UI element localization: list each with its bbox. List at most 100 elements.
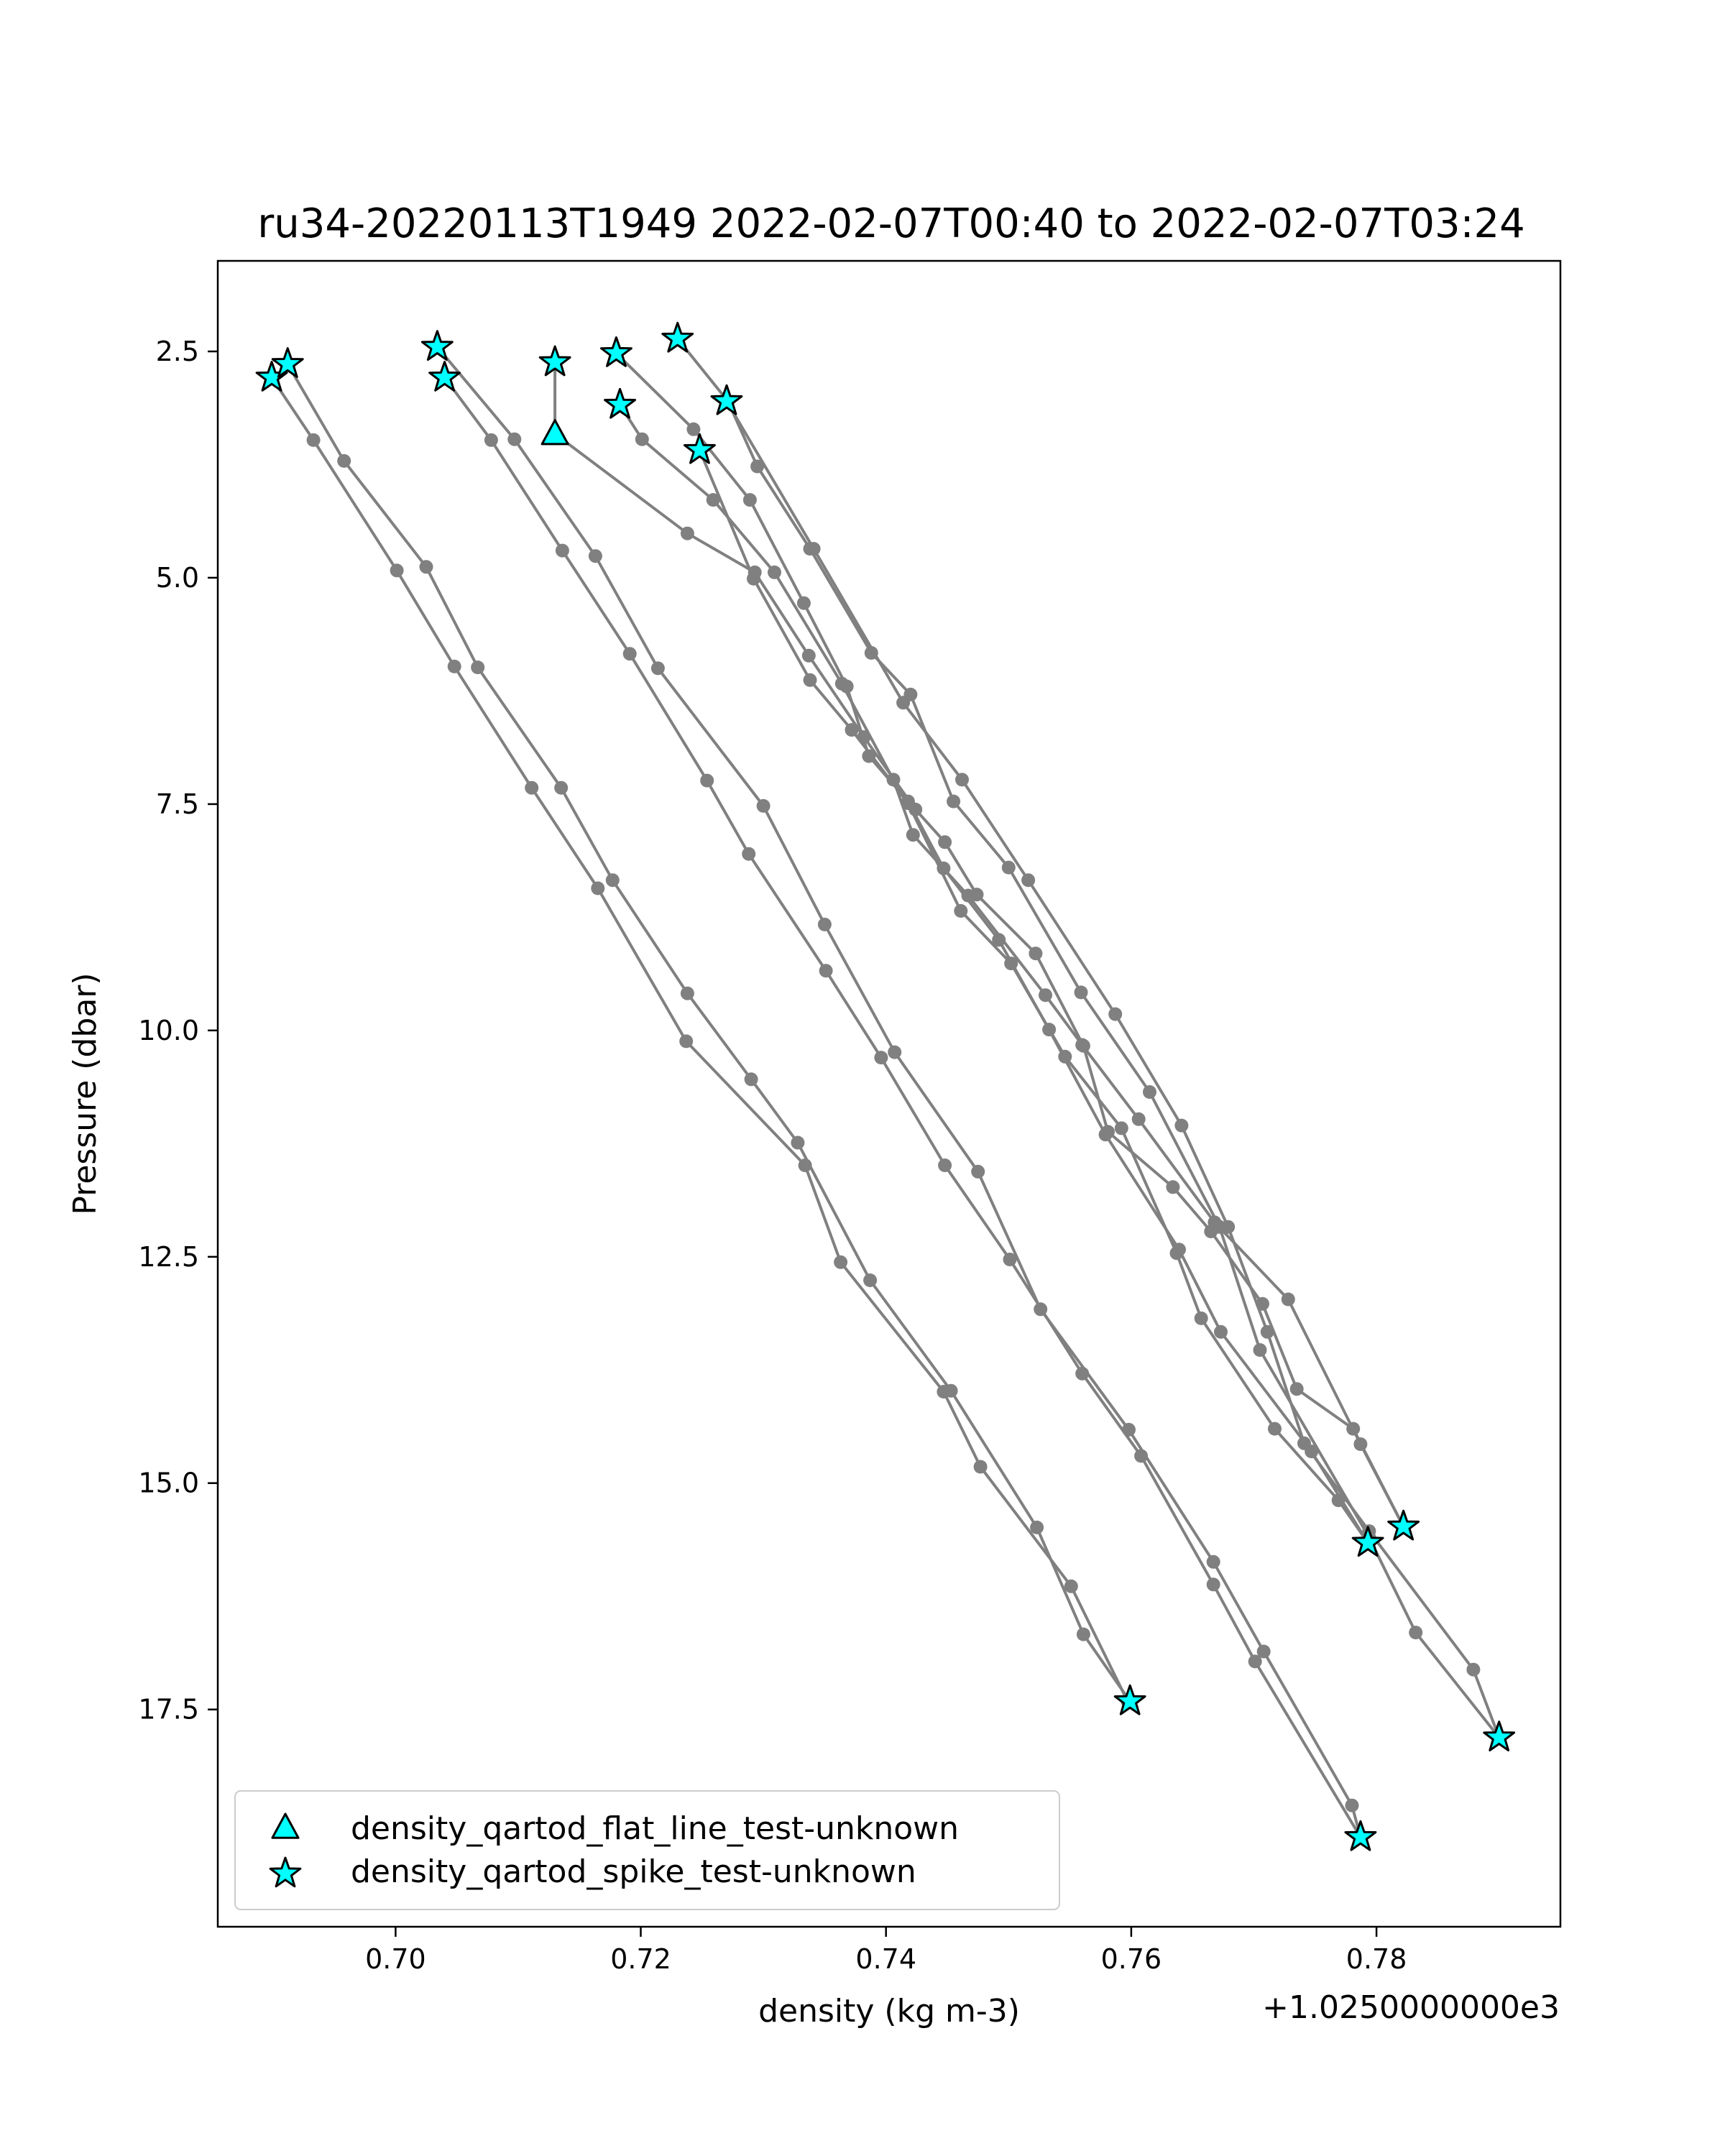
profile-5-point-16 [1289, 1382, 1304, 1396]
y-tick-label-2: 5.0 [156, 562, 199, 594]
spike-flag-star-7 [604, 387, 636, 419]
profile-5-point-10 [1029, 946, 1043, 961]
profile-10-point-11 [896, 696, 911, 710]
profile-7-point-13 [1214, 1325, 1228, 1339]
profile-2-point-12 [419, 560, 433, 574]
profile-7-point-6 [862, 749, 876, 763]
profile-8-point-2 [1331, 1493, 1346, 1508]
profile-7-point-9 [992, 933, 1006, 947]
y-axis-ticks: 2.5 5.0 7.5 10.0 12.5 15.0 17.5 [138, 336, 218, 1726]
profile-line-8 [698, 449, 1369, 1544]
x-axis-label: density (kg m-3) [758, 1993, 1020, 2030]
profile-1-point-12 [1064, 1579, 1078, 1593]
profile-10-point-8 [1108, 1007, 1123, 1021]
spike-flag-star-9 [684, 433, 716, 464]
profile-5-point-15 [1256, 1296, 1269, 1311]
x-axis-ticks: 0.70 0.72 0.74 0.76 0.78 [365, 1927, 1407, 1975]
profile-7-point-11 [1098, 1128, 1113, 1142]
legend-box [234, 1790, 1060, 1910]
profile-8-point-7 [1058, 1049, 1072, 1064]
profile-3-point-12 [1134, 1449, 1149, 1463]
profile-2-point-2 [1076, 1627, 1090, 1641]
profile-4-point-13 [507, 432, 522, 446]
profile-9-point-7 [947, 794, 961, 808]
x-tick-label-4: 0.76 [1101, 1943, 1162, 1975]
profile-9-point-12 [1253, 1343, 1267, 1357]
profile-5-point-13 [1166, 1180, 1180, 1194]
y-tick-label-1: 2.5 [156, 336, 199, 367]
profile-2-point-4 [944, 1383, 958, 1398]
x-axis-offset-label: +1.0250000000e3 [1262, 1989, 1560, 2026]
profile-1-point-2 [306, 433, 321, 447]
profile-8-point-4 [1194, 1311, 1208, 1325]
profile-10-point-6 [1221, 1220, 1236, 1234]
profile-6-point-6 [1075, 1038, 1090, 1052]
profile-1-point-6 [591, 881, 605, 895]
plot-area-background [218, 261, 1560, 1927]
profile-4-point-4 [1206, 1554, 1220, 1569]
profile-10-point-9 [1021, 873, 1036, 888]
profile-5-point-6 [857, 730, 871, 745]
profile-8-point-6 [1114, 1121, 1128, 1135]
profile-9-point-8 [1001, 860, 1016, 875]
profile-6-point-5 [1131, 1112, 1146, 1126]
profile-4-point-11 [650, 661, 665, 676]
profile-2-point-5 [863, 1273, 878, 1287]
profile-7-point-5 [840, 679, 854, 694]
profile-3-point-13 [1206, 1577, 1220, 1592]
profile-6-point-14 [635, 432, 649, 446]
profile-2-point-8 [680, 986, 694, 1000]
profile-4-point-12 [588, 549, 602, 563]
profile-2-point-6 [791, 1135, 805, 1150]
profile-6-point-13 [706, 493, 720, 507]
profile-4-point-3 [1256, 1644, 1271, 1659]
profile-6-point-2 [1353, 1437, 1368, 1451]
profile-3-point-14 [1248, 1654, 1262, 1669]
profile-6-point-10 [886, 773, 901, 787]
profile-2-point-7 [744, 1072, 758, 1087]
spike-flag-star-13 [1351, 1526, 1384, 1557]
spike-flag-star-12 [1344, 1820, 1377, 1851]
x-tick-label-5: 0.78 [1346, 1943, 1407, 1975]
profile-3-point-9 [938, 1158, 952, 1172]
profile-6-point-8 [961, 888, 975, 903]
profile-9-point-14 [1409, 1626, 1423, 1640]
profile-8-point-10 [901, 796, 915, 811]
profile-3-point-2 [484, 433, 498, 447]
profile-1-point-7 [679, 1034, 694, 1049]
profile-4-point-10 [756, 798, 770, 813]
profile-9-point-10 [1143, 1085, 1156, 1099]
spike-flag-star-14 [1387, 1509, 1420, 1541]
profile-10-point-12 [806, 542, 821, 556]
profile-8-point-3 [1268, 1422, 1282, 1436]
profile-8-point-12 [803, 673, 817, 687]
profile-8-point-11 [845, 723, 859, 737]
profile-1-point-9 [834, 1255, 848, 1269]
y-tick-label-7: 17.5 [138, 1694, 199, 1726]
profile-3-point-10 [1003, 1253, 1017, 1266]
profile-3-point-8 [874, 1051, 888, 1065]
spike-flag-star-11 [1113, 1684, 1146, 1715]
profile-10-point-7 [1174, 1118, 1189, 1133]
profile-5-point-8 [938, 835, 952, 849]
profile-line-4 [436, 346, 1362, 1838]
profile-line-2 [286, 363, 1131, 1703]
spike-flag-star-6 [600, 336, 632, 367]
profile-4-point-8 [888, 1045, 902, 1059]
y-tick-label-4: 10.0 [138, 1015, 199, 1046]
spike-flag-star-8 [661, 321, 694, 353]
profile-5-point-3 [680, 526, 694, 540]
legend-star-icon [269, 1856, 302, 1888]
profile-5-point-17 [1346, 1422, 1361, 1436]
legend-label-spike: density_qartod_spike_test-unknown [351, 1853, 916, 1890]
legend-triangle-icon [271, 1812, 300, 1839]
profile-9-point-5 [864, 646, 878, 660]
profile-7-point-8 [937, 861, 951, 875]
profile-5-point-5 [801, 648, 816, 663]
spike-flag-star-3 [420, 330, 454, 361]
legend-triangle-marker [271, 1812, 300, 1839]
profile-1-point-5 [525, 780, 539, 795]
profile-2-point-10 [554, 780, 569, 795]
profile-8-point-13 [747, 571, 760, 586]
profile-2-point-11 [471, 660, 485, 675]
